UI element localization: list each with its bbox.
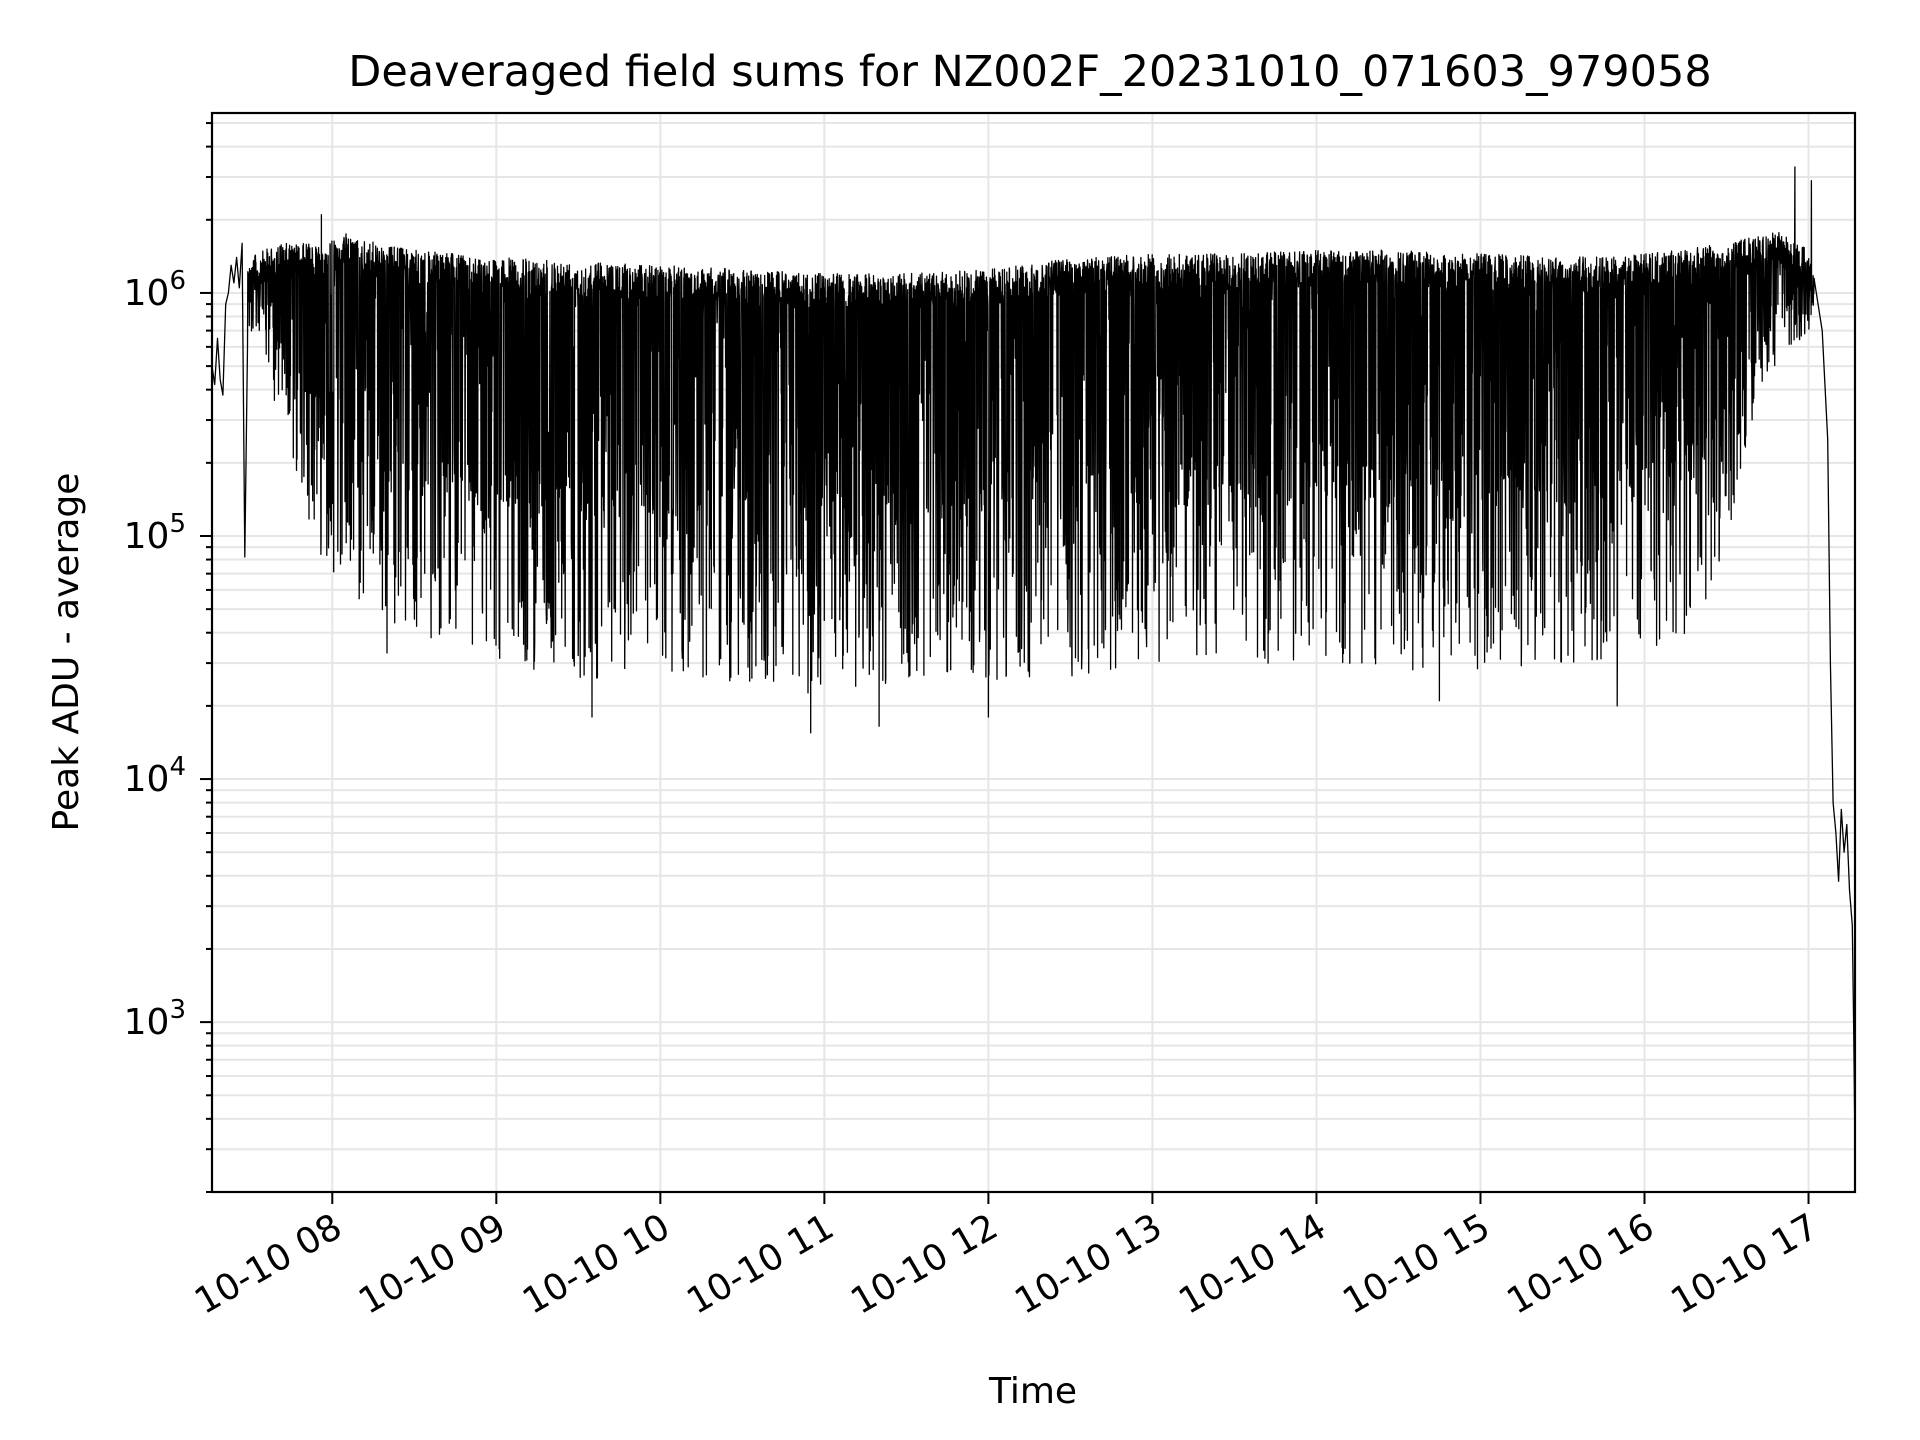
axes-frame [210, 111, 1857, 1194]
y-tick-label: 104 [124, 752, 186, 800]
x-tick-label: 10-10 09 [352, 1206, 513, 1322]
x-tick-label: 10-10 10 [516, 1206, 677, 1322]
chart-title: Deaveraged field sums for NZ002F_2023101… [348, 47, 1712, 97]
x-axis: 10-10 08 10-10 09 10-10 10 10-10 11 10-10 12… [188, 1192, 1825, 1323]
x-tick-label: 10-10 17 [1664, 1206, 1825, 1322]
y-tick-label: 103 [124, 995, 186, 1043]
y-tick-label: 106 [124, 266, 186, 314]
x-tick-label: 10-10 12 [844, 1206, 1005, 1322]
x-tick-label: 10-10 11 [680, 1206, 841, 1322]
y-tick-label: 105 [124, 509, 186, 557]
y-axis: 103 104 105 106 [124, 122, 212, 1193]
x-axis-label: Time [988, 1371, 1077, 1412]
y-axis-label: Peak ADU - average [46, 473, 87, 832]
series-line [211, 166, 1856, 1150]
x-tick-label: 10-10 15 [1336, 1206, 1497, 1322]
x-tick-label: 10-10 16 [1500, 1206, 1661, 1322]
x-tick-label: 10-10 08 [188, 1206, 349, 1322]
x-tick-label: 10-10 13 [1008, 1206, 1169, 1322]
x-tick-label: 10-10 14 [1172, 1206, 1333, 1322]
plot-area [211, 166, 1856, 1150]
